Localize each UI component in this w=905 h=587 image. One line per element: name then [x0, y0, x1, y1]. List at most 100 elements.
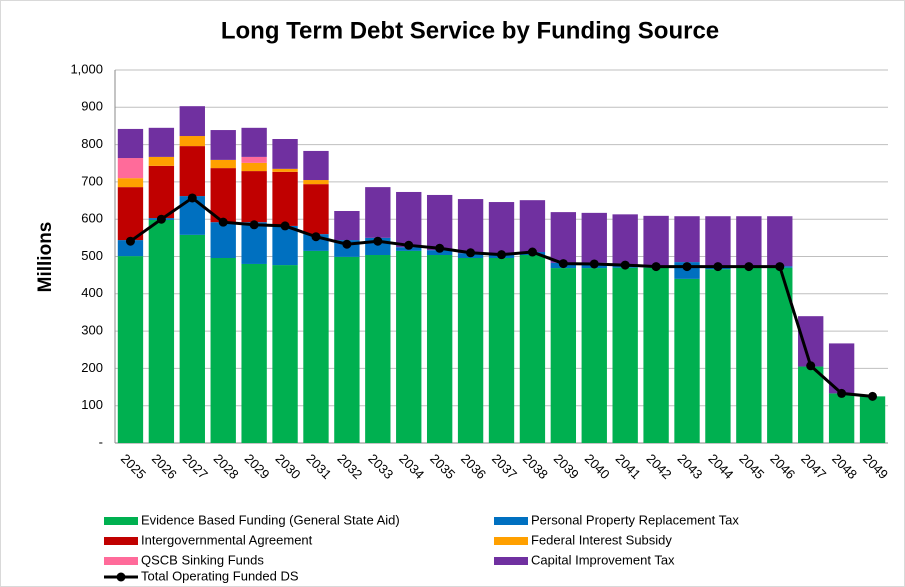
bar-segment	[241, 162, 267, 172]
bar-segment	[519, 255, 546, 443]
line-point	[249, 220, 259, 230]
line-point	[435, 243, 445, 253]
line-point	[589, 259, 599, 269]
bar-segment	[612, 267, 638, 443]
legend-label: Evidence Based Funding (General State Ai…	[141, 512, 400, 527]
line-point	[744, 262, 754, 272]
y-tick-label: -	[99, 434, 103, 449]
line-point	[527, 247, 537, 257]
bar-segment	[612, 214, 638, 265]
legend-label: Capital Improvement Tax	[531, 552, 675, 567]
bar-segment	[581, 268, 607, 443]
bar-segment	[272, 171, 298, 226]
line-point	[466, 248, 476, 258]
line-point	[404, 240, 414, 250]
bar-segment	[488, 202, 515, 256]
line-point	[187, 193, 197, 203]
legend-label: Total Operating Funded DS	[141, 568, 299, 583]
bar-segment	[767, 216, 793, 267]
bar-segment	[519, 200, 546, 253]
bar-segment	[148, 219, 175, 443]
line-point	[806, 361, 816, 371]
bar-segment	[303, 180, 329, 185]
legend-swatch	[494, 537, 528, 545]
line-point	[311, 232, 321, 242]
bar-segment	[117, 128, 144, 159]
bar-segment	[705, 216, 731, 267]
y-tick-label: 900	[81, 99, 103, 114]
bar-segment	[365, 187, 391, 238]
bar-segment	[117, 240, 144, 257]
y-tick-label: 800	[81, 136, 103, 151]
line-point	[156, 214, 166, 224]
bar-segment	[210, 159, 236, 169]
line-point	[342, 239, 352, 249]
line-point	[620, 260, 630, 270]
bar-segment	[117, 158, 144, 179]
y-tick-label: 700	[81, 173, 103, 188]
line-point	[218, 217, 228, 227]
bar-segment	[117, 178, 144, 188]
bar-segment	[643, 267, 669, 443]
bar-segment	[241, 171, 267, 223]
bar-segment	[117, 256, 144, 443]
line-point	[713, 262, 723, 272]
bar-segment	[859, 396, 886, 443]
legend-swatch	[104, 537, 138, 545]
chart-title: Long Term Debt Service by Funding Source	[221, 17, 719, 44]
bar-segment	[272, 139, 298, 169]
bar-segment	[179, 136, 205, 147]
y-tick-label: 1,000	[70, 61, 103, 76]
legend-label: Federal Interest Subsidy	[531, 532, 672, 547]
legend-swatch	[104, 517, 138, 525]
line-point	[868, 391, 878, 401]
bar-segment	[705, 269, 731, 443]
bar-segment	[334, 256, 360, 443]
bar-segment	[303, 250, 329, 443]
bar-segment	[488, 257, 515, 443]
y-tick-label: 500	[81, 248, 103, 263]
bar-segment	[736, 216, 762, 267]
y-tick-label: 200	[81, 360, 103, 375]
bar-segment	[179, 234, 205, 443]
y-tick-label: 600	[81, 211, 103, 226]
legend-label: Intergovernmental Agreement	[141, 532, 313, 547]
bar-segment	[148, 165, 175, 219]
bar-segment	[396, 191, 422, 248]
line-point	[682, 262, 692, 272]
bar-segment	[798, 366, 824, 443]
bar-segment	[272, 225, 298, 266]
bar-segment	[210, 168, 236, 223]
y-axis-label: Millions	[35, 222, 56, 293]
y-tick-label: 300	[81, 323, 103, 338]
bar-segment	[303, 184, 329, 235]
legend-swatch	[104, 557, 138, 565]
legend-swatch	[494, 517, 528, 525]
bar-segment	[148, 156, 175, 166]
line-point	[125, 236, 135, 246]
bar-segment	[643, 215, 669, 267]
y-tick-label: 100	[81, 397, 103, 412]
bar-segment	[674, 278, 700, 443]
bar-segment	[674, 216, 700, 263]
legend-label: QSCB Sinking Funds	[141, 552, 264, 567]
line-point	[775, 262, 785, 272]
bar-segment	[334, 210, 360, 241]
line-point	[373, 236, 383, 246]
bar-segment	[117, 187, 144, 241]
bar-segment	[210, 257, 236, 443]
bar-segment	[365, 255, 391, 443]
line-point	[651, 262, 661, 272]
line-point	[497, 250, 506, 260]
bar-segment	[272, 265, 298, 443]
bar-segment	[241, 156, 267, 163]
legend-label: Personal Property Replacement Tax	[531, 512, 739, 527]
bar-segment	[396, 250, 422, 443]
bar-segment	[303, 150, 329, 181]
line-point	[558, 259, 568, 269]
bar-segment	[179, 146, 205, 197]
bar-segment	[581, 212, 607, 263]
bar-segment	[241, 263, 267, 443]
legend-marker	[116, 572, 126, 582]
